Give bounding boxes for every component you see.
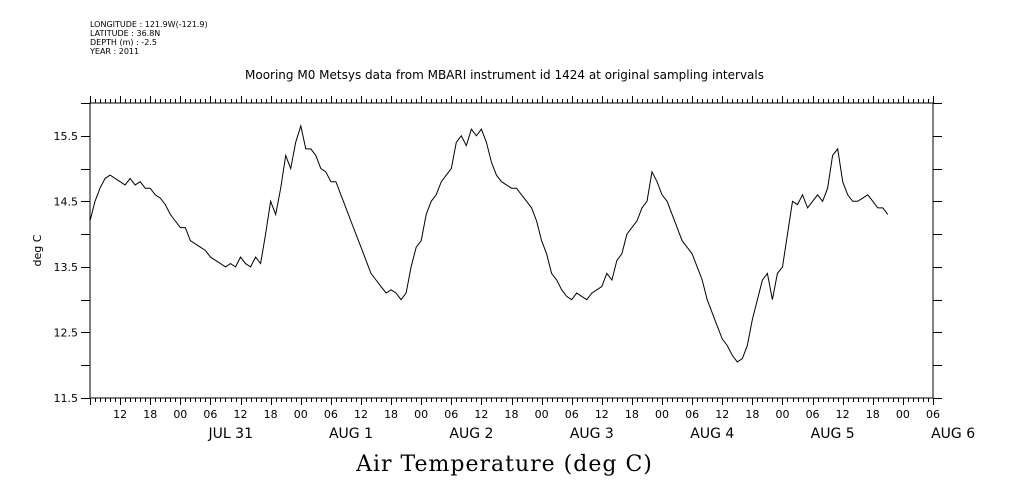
latitude-text: LATITUDE : 36.8N [90,29,161,38]
x-day-label: AUG 1 [329,426,373,442]
air-temperature-line [89,123,889,363]
x-tick-label: 18 [384,408,398,421]
axes [81,96,942,405]
x-tick-label: 06 [565,408,579,421]
x-tick-label: 18 [505,408,519,421]
x-tick-label: 12 [354,408,368,421]
x-tick-label: 12 [234,408,248,421]
x-tick-label: 18 [866,408,880,421]
x-tick-label: 06 [324,408,338,421]
y-tick-label: 12.5 [54,326,79,339]
x-day-label: AUG 5 [811,426,855,442]
x-tick-label: 00 [294,408,308,421]
y-axis-label: deg C [31,234,44,266]
y-tick-label: 14.5 [54,195,79,208]
x-day-label: AUG 6 [931,426,975,442]
y-tick-label: 15.5 [54,130,79,143]
x-tick-label: 06 [444,408,458,421]
axis-labels: 12 18 00 06 12 18 00 06 12 18 00 06 12 18 00 06 12 18 00 06… [31,130,975,442]
x-tick-label: 12 [715,408,729,421]
x-tick-label: 06 [685,408,699,421]
x-tick-label: 06 [203,408,217,421]
x-tick-label: 18 [264,408,278,421]
x-tick-label: 12 [836,408,850,421]
series-group [89,123,889,363]
x-tick-label: 00 [896,408,910,421]
x-tick-label: 12 [595,408,609,421]
plot-frame [89,102,934,399]
year-text: YEAR : 2011 [90,47,140,56]
x-tick-label: 00 [173,408,187,421]
x-tick-label: 06 [806,408,820,421]
x-tick-label: 18 [143,408,157,421]
chart-title: Mooring M0 Metsys data from MBARI instru… [245,68,764,82]
x-day-label: AUG 2 [449,426,493,442]
y-tick-label: 11.5 [54,392,79,405]
x-axis-label: Air Temperature (deg C) [356,452,653,477]
x-tick-label: 06 [926,408,940,421]
x-tick-label: 00 [655,408,669,421]
x-tick-label: 00 [535,408,549,421]
longitude-text: LONGITUDE : 121.9W(-121.9) [90,20,208,29]
x-tick-label: 12 [474,408,488,421]
x-tick-label: 00 [414,408,428,421]
x-tick-label: 18 [745,408,759,421]
x-tick-label: 00 [775,408,789,421]
depth-text: DEPTH (m) : -2.5 [90,38,157,47]
metadata-block: LONGITUDE : 121.9W(-121.9) LATITUDE : 36… [90,20,208,56]
x-day-label: AUG 3 [570,426,614,442]
x-tick-label: 12 [113,408,127,421]
x-day-label: AUG 4 [690,426,734,442]
x-tick-label: 18 [625,408,639,421]
y-tick-label: 13.5 [54,261,79,274]
x-day-label: JUL 31 [208,426,253,442]
